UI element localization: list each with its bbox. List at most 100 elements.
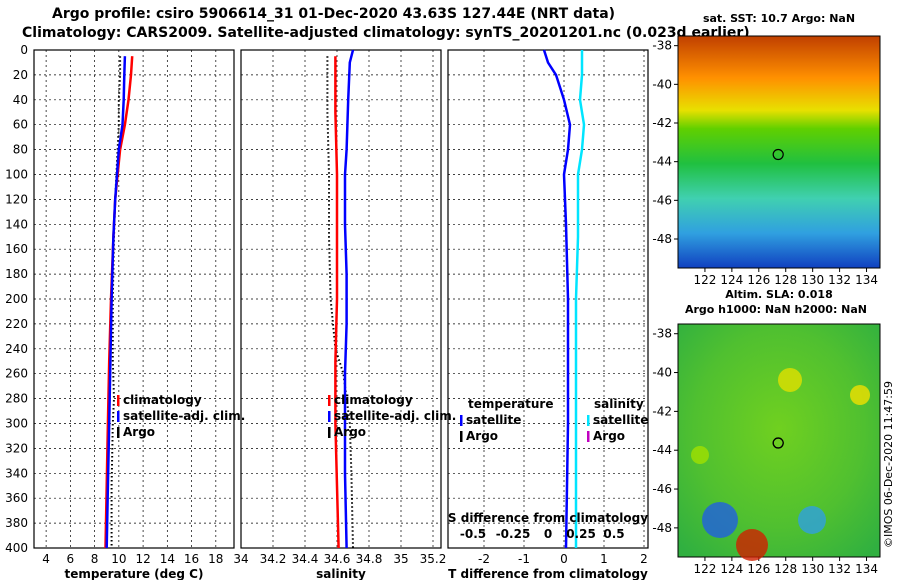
sla-map-ytick-label: -40 bbox=[652, 366, 672, 380]
legend-diff-swatch bbox=[587, 431, 590, 442]
chart-title-line1: Argo profile: csiro 5906614_31 01-Dec-20… bbox=[52, 6, 616, 22]
sla-map-xtick-label: 134 bbox=[855, 562, 878, 576]
legend-diff-label: satellite bbox=[466, 413, 521, 427]
legend-temp-swatch bbox=[117, 411, 120, 422]
legend-temp-swatch bbox=[117, 395, 120, 406]
x-tick-label: 34.2 bbox=[260, 552, 287, 566]
y-tick-label: 340 bbox=[5, 466, 28, 480]
sla-map-xtick-label: 126 bbox=[747, 562, 770, 576]
sla-map-title-line2: Argo h1000: NaN h2000: NaN bbox=[685, 303, 867, 316]
sst-map-ytick-label: -46 bbox=[652, 193, 672, 207]
legend-diff-swatch bbox=[460, 431, 463, 442]
y-tick-label: 0 bbox=[20, 43, 28, 57]
sla-anomaly-blob bbox=[736, 529, 768, 561]
x-tick-label-top: -0.25 bbox=[496, 527, 531, 541]
sst-map-argo-marker bbox=[772, 148, 784, 161]
sst-map-ytick-label: -40 bbox=[652, 77, 672, 91]
x-tick-label: 4 bbox=[42, 552, 50, 566]
sst-map-xtick-label: 132 bbox=[828, 273, 851, 287]
x-tick-label: 34.6 bbox=[324, 552, 351, 566]
legend-sal-swatch bbox=[328, 427, 331, 438]
legend-temp-label: climatology bbox=[123, 393, 202, 407]
x-tick-label: 34.4 bbox=[292, 552, 319, 566]
sla-map-xtick-label: 128 bbox=[774, 562, 797, 576]
x-tick-label: 34.8 bbox=[356, 552, 383, 566]
x-tick-label-top: 0 bbox=[544, 527, 552, 541]
series-line-temp-satellite bbox=[105, 56, 127, 549]
imos-credit: ©IMOS 06-Dec-2020 11:47:59 bbox=[882, 381, 895, 548]
legend-diff-label: Argo bbox=[466, 429, 498, 443]
sla-anomaly-blob bbox=[798, 506, 826, 534]
x-tick-label: 8 bbox=[91, 552, 99, 566]
legend-diff-label: Argo bbox=[593, 429, 625, 443]
series-line-sdiff-satellite bbox=[574, 50, 586, 548]
legend-diff-swatch bbox=[460, 415, 463, 426]
sst-map-field bbox=[677, 35, 881, 269]
sst-map-ytick-label: -42 bbox=[652, 116, 672, 130]
x-tick-label: 6 bbox=[67, 552, 75, 566]
y-tick-label: 200 bbox=[5, 292, 28, 306]
sla-anomaly-blob bbox=[702, 502, 738, 538]
legend-sal-label: Argo bbox=[334, 425, 366, 439]
y-tick-label: 300 bbox=[5, 417, 28, 431]
series-line-sal-climatology bbox=[334, 56, 340, 549]
legend-temp-swatch bbox=[117, 427, 120, 438]
legend-diff-header-salinity: salinity bbox=[594, 397, 644, 411]
legend-temp-label: Argo bbox=[123, 425, 155, 439]
y-tick-label: 80 bbox=[13, 143, 28, 157]
sst-map-xtick-label: 126 bbox=[747, 273, 770, 287]
x-tick-label: -1 bbox=[518, 552, 530, 566]
y-tick-label: 140 bbox=[5, 217, 28, 231]
x-tick-label: 1 bbox=[600, 552, 608, 566]
sst-map-title: sat. SST: 10.7 Argo: NaN bbox=[703, 12, 855, 25]
sla-map-xtick-label: 122 bbox=[693, 562, 716, 576]
series-line-tdiff-satellite bbox=[542, 49, 572, 549]
legend-temp-label: satellite-adj. clim. bbox=[123, 409, 245, 423]
sla-map-xtick-label: 132 bbox=[828, 562, 851, 576]
x-tick-label: 12 bbox=[135, 552, 150, 566]
sst-map-xtick-label: 130 bbox=[801, 273, 824, 287]
y-tick-label: 20 bbox=[13, 68, 28, 82]
x-tick-label: 10 bbox=[111, 552, 126, 566]
sst-map-xtick-label: 124 bbox=[720, 273, 743, 287]
sst-map-ytick-label: -44 bbox=[652, 155, 672, 169]
y-tick-label: 40 bbox=[13, 93, 28, 107]
y-tick-label: 380 bbox=[5, 516, 28, 530]
x-tick-label: 35.2 bbox=[420, 552, 447, 566]
y-tick-label: 360 bbox=[5, 491, 28, 505]
sst-map-ytick-label: -48 bbox=[652, 232, 672, 246]
sla-anomaly-blob bbox=[778, 368, 802, 392]
x-tick-label: 16 bbox=[184, 552, 199, 566]
sst-map-ytick-label: -38 bbox=[652, 39, 672, 53]
sst-map-xtick-label: 134 bbox=[855, 273, 878, 287]
legend-diff-label: satellite bbox=[593, 413, 648, 427]
legend-diff-header-temperature: temperature bbox=[468, 397, 553, 411]
x-tick-label: 35 bbox=[393, 552, 408, 566]
x-tick-label: 0 bbox=[560, 552, 568, 566]
sst-map-xtick-label: 122 bbox=[693, 273, 716, 287]
legend-sal-label: climatology bbox=[334, 393, 413, 407]
x-tick-label-top: 0.5 bbox=[603, 527, 624, 541]
sla-map-xtick-label: 124 bbox=[720, 562, 743, 576]
sla-map-ytick-label: -44 bbox=[652, 443, 672, 457]
sla-map-ytick-label: -48 bbox=[652, 521, 672, 535]
y-tick-label: 180 bbox=[5, 267, 28, 281]
sla-map-ytick-label: -46 bbox=[652, 482, 672, 496]
sla-map-xtick-label: 130 bbox=[801, 562, 824, 576]
x-tick-label: 34 bbox=[233, 552, 248, 566]
x-tick-label: 18 bbox=[208, 552, 223, 566]
chart-title-line2: Climatology: CARS2009. Satellite-adjuste… bbox=[22, 25, 750, 41]
x-tick-label: 2 bbox=[640, 552, 648, 566]
y-tick-label: 120 bbox=[5, 192, 28, 206]
legend-sal-swatch bbox=[328, 395, 331, 406]
series-line-sal-satellite bbox=[343, 49, 355, 549]
legend-sal-swatch bbox=[328, 411, 331, 422]
x-tick-label-top: -0.5 bbox=[460, 527, 486, 541]
sla-map-argo-marker-top bbox=[772, 437, 784, 449]
legend-diff-swatch bbox=[587, 415, 590, 426]
y-tick-label: 60 bbox=[13, 118, 28, 132]
legend-sal-label: satellite-adj. clim. bbox=[334, 409, 456, 423]
x-tick-label: -2 bbox=[478, 552, 490, 566]
sst-map-xtick-label: 128 bbox=[774, 273, 797, 287]
